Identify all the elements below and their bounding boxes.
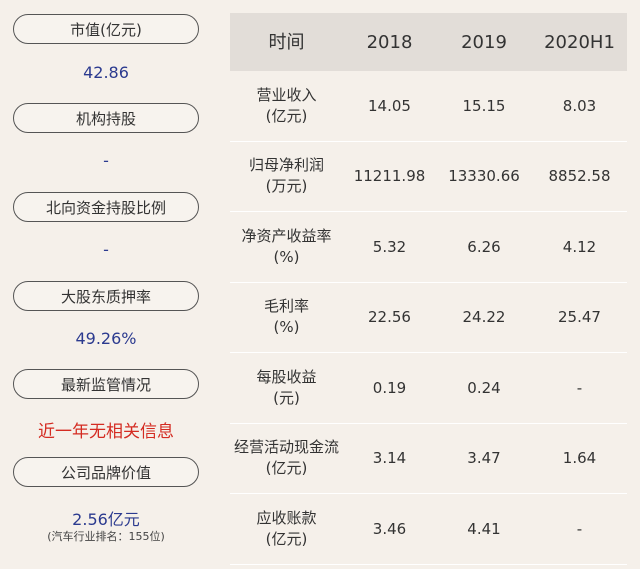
table-row: 每股收益 (元) 0.19 0.24 -: [230, 353, 627, 424]
table-row: 经营活动现金流 (亿元) 3.14 3.47 1.64: [230, 424, 627, 494]
regulatory-status-value: 近一年无相关信息: [38, 422, 174, 442]
row-label: 归母净利润 (万元): [248, 156, 324, 196]
market-cap-label: 市值(亿元): [13, 14, 199, 44]
cell: 22.56: [368, 308, 411, 327]
cell: 8852.58: [548, 167, 611, 186]
cell: 4.41: [467, 519, 501, 538]
header-time: 时间: [268, 31, 305, 53]
cell: 15.15: [462, 96, 506, 115]
row-label: 毛利率 (%): [263, 297, 309, 337]
cell: 8.03: [562, 96, 597, 115]
cell: 3.47: [467, 449, 501, 468]
cell: 25.47: [558, 308, 601, 327]
brand-rank-note: (汽车行业排名：155位): [47, 530, 165, 543]
cell: 4.12: [562, 237, 597, 256]
cell: 5.32: [372, 237, 407, 256]
cell: 14.05: [368, 96, 411, 115]
regulatory-status-label: 最新监管情况: [13, 369, 199, 399]
brand-value-label: 公司品牌价值: [13, 457, 199, 487]
institutional-holding-value: -: [103, 151, 109, 170]
cell: 0.24: [467, 378, 501, 397]
row-label: 净资产收益率 (%): [241, 226, 332, 266]
pledge-rate-label: 大股东质押率: [13, 281, 199, 311]
table-row: 净资产收益率 (%) 5.32 6.26 4.12: [230, 212, 627, 283]
cell: 24.22: [462, 308, 506, 327]
table-row: 应收账款 (亿元) 3.46 4.41 -: [230, 494, 627, 565]
cell: 11211.98: [353, 167, 426, 186]
financial-table: 时间 2018 2019 2020H1 营业收入 (亿元) 14.05 15.15…: [230, 13, 627, 565]
institutional-holding-label: 机构持股: [13, 103, 199, 133]
brand-value-value: 2.56亿元: [72, 510, 140, 529]
row-label: 每股收益 (元): [256, 367, 317, 407]
table-header: 时间 2018 2019 2020H1: [230, 13, 627, 71]
cell: 3.14: [372, 449, 407, 468]
row-label: 营业收入 (亿元): [256, 85, 317, 125]
pledge-rate-value: 49.26%: [75, 329, 137, 348]
cell: 3.46: [372, 519, 407, 538]
header-2019: 2019: [461, 31, 507, 53]
header-2018: 2018: [366, 31, 413, 53]
left-panel: 市值(亿元) 42.86 机构持股 - 北向资金持股比例 - 大股东质押率 49…: [0, 0, 215, 569]
northbound-holding-value: -: [103, 240, 109, 259]
row-label: 应收账款 (亿元): [256, 508, 317, 548]
header-2020h1: 2020H1: [544, 31, 615, 53]
cell: 13330.66: [448, 167, 520, 186]
cell: 0.19: [372, 378, 407, 397]
table-row: 毛利率 (%) 22.56 24.22 25.47: [230, 283, 627, 353]
cell: -: [576, 519, 583, 538]
table-row: 归母净利润 (万元) 11211.98 13330.66 8852.58: [230, 142, 627, 212]
table-row: 营业收入 (亿元) 14.05 15.15 8.03: [230, 71, 627, 142]
cell: 6.26: [467, 237, 501, 256]
cell: -: [576, 378, 583, 397]
market-cap-value: 42.86: [83, 63, 129, 82]
row-label: 经营活动现金流 (亿元): [233, 438, 339, 478]
northbound-holding-label: 北向资金持股比例: [13, 192, 199, 222]
cell: 1.64: [562, 449, 597, 468]
